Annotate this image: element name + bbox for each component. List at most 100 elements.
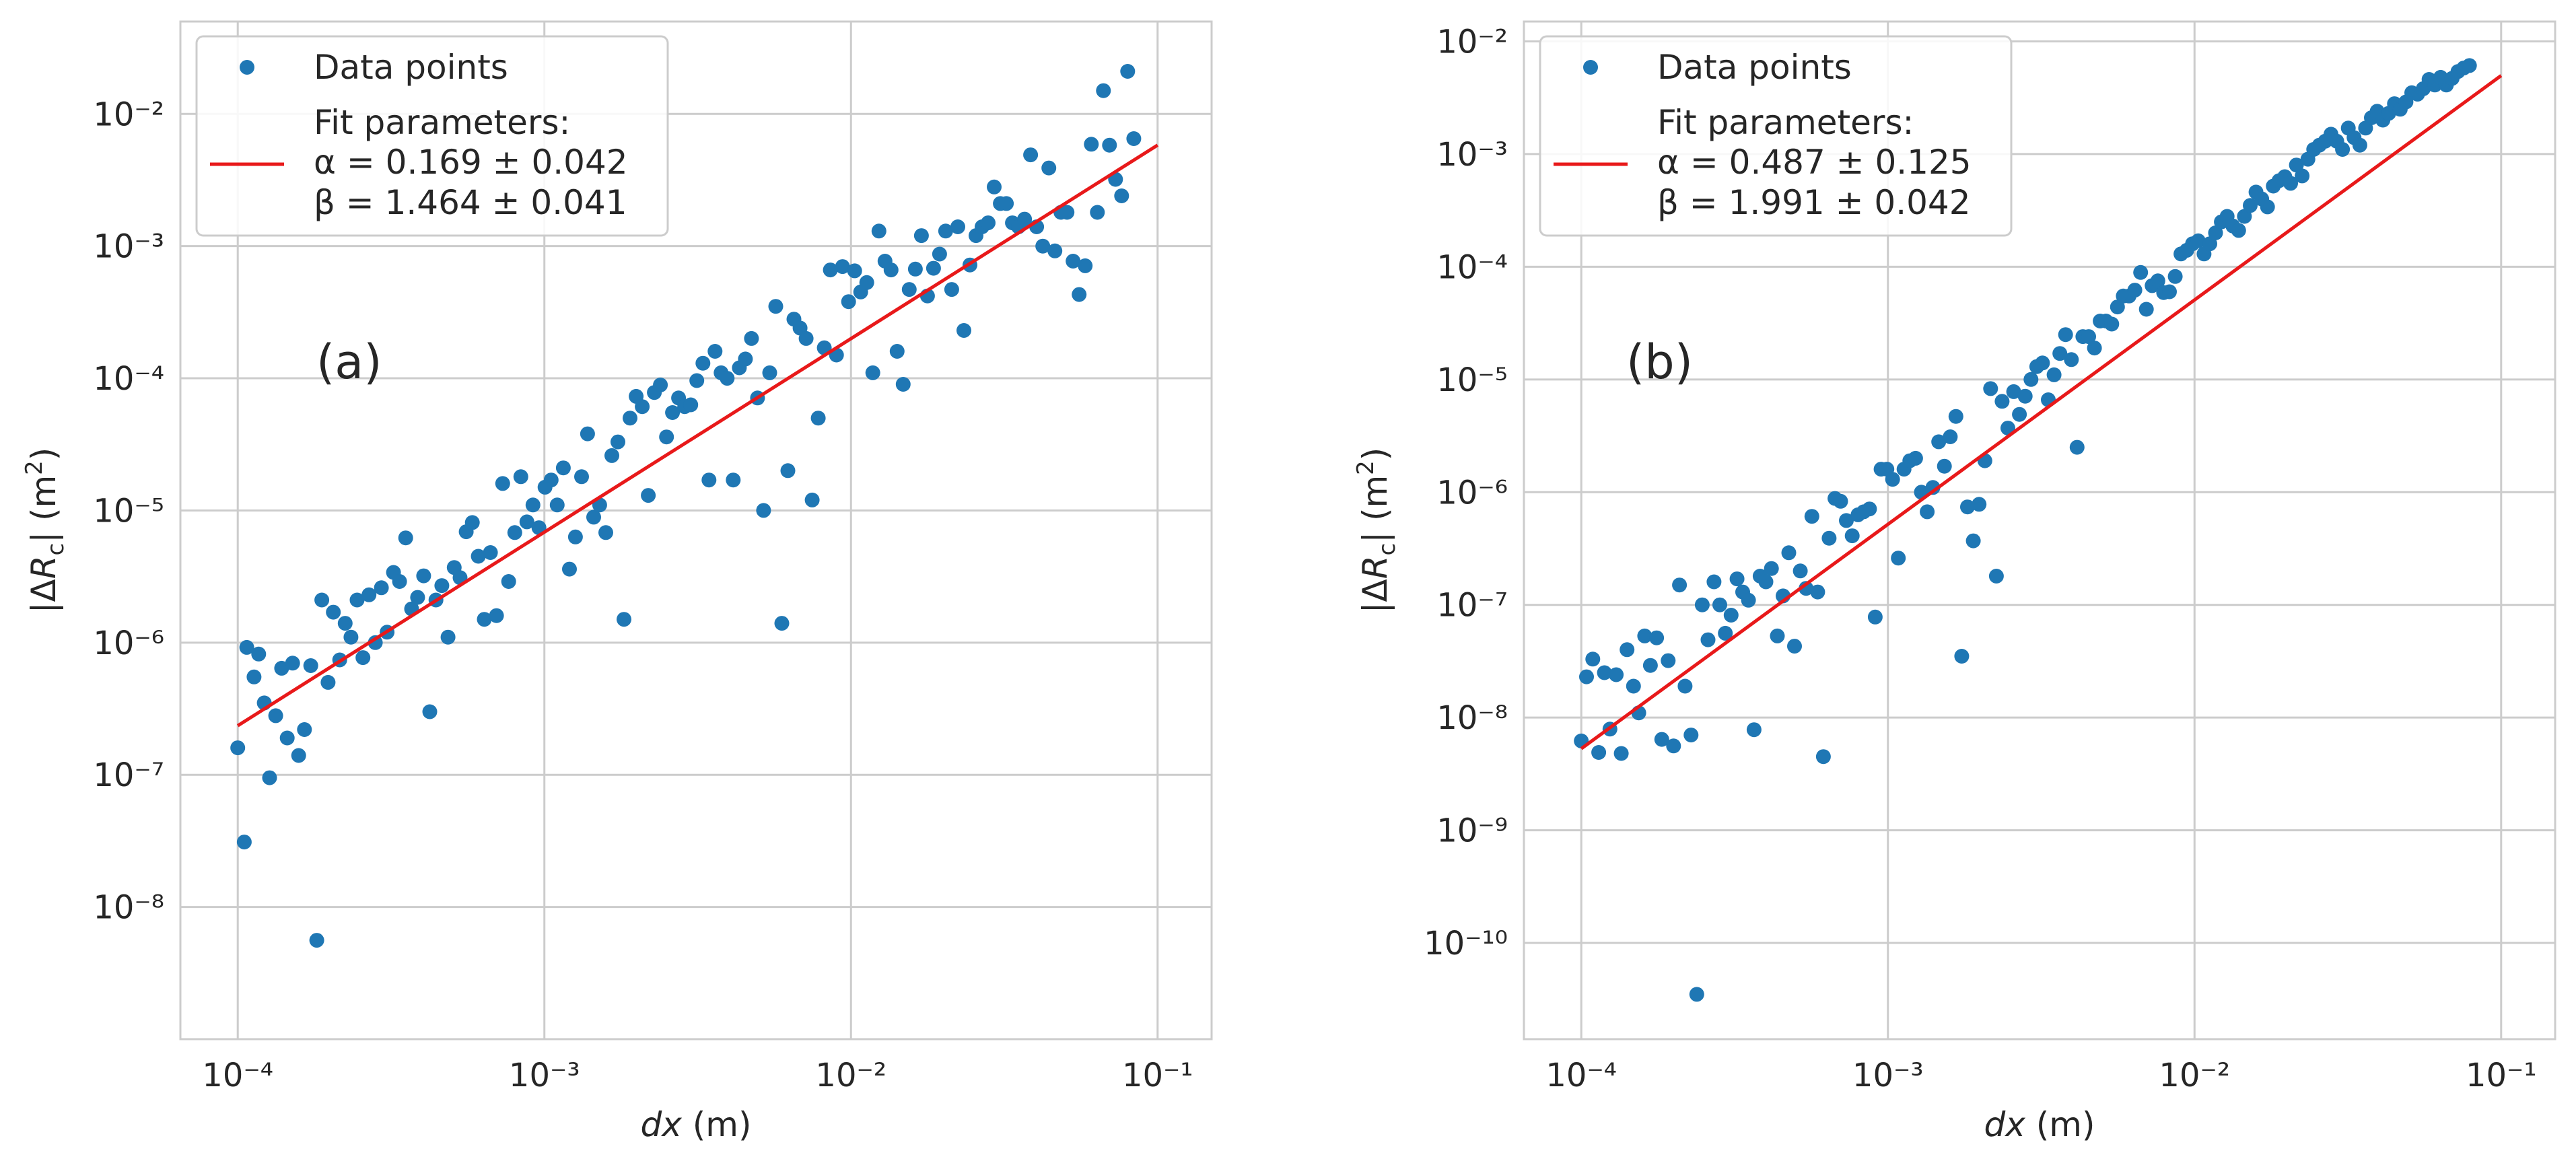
panel-a-legend-alpha: α = 0.169 ± 0.042 — [314, 143, 628, 182]
data-point — [1925, 480, 1941, 495]
panel-a-y-tick-labels: 10⁻⁸ 10⁻⁷ 10⁻⁶ 10⁻⁵ 10⁻⁴ 10⁻³ 10⁻² — [93, 96, 164, 926]
data-point — [1920, 504, 1935, 520]
data-point — [1844, 528, 1860, 544]
data-point — [1126, 131, 1142, 146]
data-point — [2352, 137, 2367, 153]
data-point — [938, 223, 953, 239]
data-point — [279, 730, 295, 746]
panel-b: 10⁻⁴ 10⁻³ 10⁻² 10⁻¹ 10⁻¹⁰10⁻⁹10⁻⁸10⁻⁷10⁻⁶10… — [1352, 20, 2556, 1144]
data-point — [2012, 407, 2027, 422]
data-point — [549, 497, 565, 513]
data-point — [1120, 64, 1136, 79]
data-point — [1609, 667, 1624, 682]
data-point — [1041, 160, 1057, 176]
panel-b-legend: Data points Fit parameters: α = 0.487 ± … — [1539, 35, 2013, 237]
panel-b-y-tick-label: 10⁻⁸ — [1436, 699, 1508, 737]
data-point — [2023, 372, 2039, 387]
panel-b-legend-alpha: α = 0.487 ± 0.125 — [1657, 143, 1972, 182]
data-point — [349, 592, 365, 608]
data-point — [635, 399, 650, 415]
data-point — [999, 196, 1014, 211]
data-point — [1059, 205, 1075, 220]
data-point — [1931, 434, 1947, 450]
data-point — [1792, 563, 1808, 579]
panel-a-data-points — [230, 64, 1142, 948]
panel-a-legend-box — [195, 35, 669, 237]
data-point — [525, 497, 541, 513]
data-point — [471, 549, 486, 564]
data-point — [883, 262, 899, 278]
data-point — [1804, 509, 1819, 524]
data-point — [1072, 287, 1087, 302]
data-point — [1066, 254, 1081, 269]
data-point — [683, 397, 699, 413]
data-point — [1787, 639, 1802, 654]
panel-a-y-tick-label: 10⁻⁸ — [93, 889, 164, 927]
data-point — [950, 219, 965, 234]
data-point — [907, 261, 923, 277]
data-point — [1983, 381, 1998, 396]
data-point — [513, 469, 528, 485]
data-point — [798, 330, 814, 346]
data-point — [567, 529, 583, 544]
data-point — [1114, 188, 1129, 203]
data-point — [2231, 223, 2246, 238]
data-point — [440, 629, 456, 645]
data-point — [368, 635, 383, 650]
data-point — [2289, 157, 2304, 173]
data-point — [230, 740, 246, 756]
panel-a-plot-frame — [179, 20, 1213, 1041]
panel-a-x-tick-label: 10⁻² — [815, 1057, 886, 1094]
data-point — [623, 411, 637, 426]
data-point — [1891, 551, 1906, 566]
data-point — [871, 223, 886, 239]
data-point — [2237, 209, 2252, 224]
data-point — [956, 323, 971, 338]
data-point — [2462, 58, 2477, 73]
data-point — [326, 604, 341, 620]
panel-a-legend: Data points Fit parameters: α = 0.169 ± … — [195, 35, 669, 237]
data-point — [695, 355, 711, 371]
data-point — [2243, 198, 2258, 213]
data-point — [320, 674, 336, 690]
data-point — [1579, 669, 1594, 684]
data-point — [2104, 316, 2120, 332]
panel-a-legend-beta: β = 1.464 ± 0.041 — [314, 183, 627, 222]
data-point — [309, 933, 324, 948]
panel-a-x-axis-label: dx (m) — [641, 1105, 752, 1144]
data-point — [1948, 409, 1963, 424]
panel-b-x-tick-label: 10⁻² — [2159, 1057, 2230, 1094]
data-point — [1960, 499, 1975, 515]
data-point — [303, 658, 318, 673]
data-point — [1729, 571, 1745, 587]
data-point — [865, 365, 880, 380]
data-point — [1885, 472, 1900, 487]
data-point — [1666, 738, 1681, 754]
panel-a-x-tick-label: 10⁻⁴ — [202, 1057, 273, 1094]
panel-a-x-tick-label: 10⁻¹ — [1122, 1057, 1193, 1094]
panel-b-y-tick-label: 10⁻⁶ — [1436, 474, 1508, 512]
data-point — [1867, 609, 1883, 625]
data-point — [653, 378, 668, 392]
data-point — [1943, 429, 1958, 444]
data-point — [392, 574, 407, 589]
panel-b-legend-fit-title: Fit parameters: — [1657, 103, 1914, 142]
data-point — [1994, 394, 2010, 409]
data-point — [2190, 233, 2206, 248]
data-point — [641, 488, 656, 503]
data-point — [1689, 987, 1704, 1002]
data-point — [416, 568, 431, 584]
data-point — [810, 411, 826, 426]
data-point — [343, 629, 359, 645]
data-point — [274, 660, 289, 676]
panel-b-legend-box — [1539, 35, 2013, 237]
data-point — [689, 373, 705, 388]
data-point — [1700, 632, 1716, 647]
data-point — [2127, 283, 2143, 298]
data-point — [519, 514, 534, 530]
panel-b-y-axis-label: |ΔRc| (m2) — [1352, 448, 1401, 614]
data-point — [738, 351, 753, 367]
data-point — [1683, 728, 1699, 743]
panel-a-y-tick-label: 10⁻⁵ — [93, 492, 164, 530]
data-point — [1908, 450, 1923, 466]
